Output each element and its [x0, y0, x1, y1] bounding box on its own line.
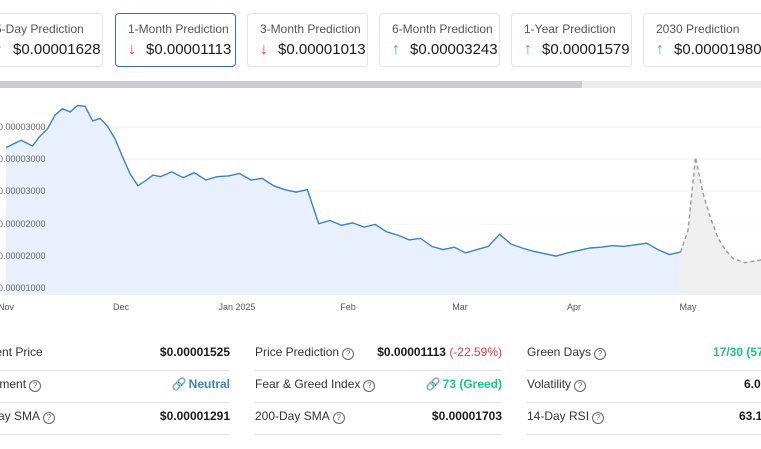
prediction-card-label: 2030 Prediction — [656, 22, 740, 36]
y-tick-label: $0.00002000 — [0, 251, 46, 261]
stat-change: (-22.59%) — [449, 345, 502, 359]
stat-label: Current Price — [0, 345, 43, 359]
x-tick-label: Nov — [0, 302, 14, 312]
y-tick-label: $0.00002000 — [0, 219, 46, 229]
stat-green-days: Green Days? 17/30 (57%) — [527, 339, 761, 371]
price-chart: $0.00003000 $0.00003000 $0.00003000 $0.0000… — [0, 104, 761, 312]
arrow-up-icon: ↑ — [0, 41, 9, 59]
x-axis-ticks: Nov Dec Jan 2025 Feb Mar Apr May — [0, 302, 697, 312]
prediction-card-2030[interactable]: 2030 Prediction ↑ $0.00001980 — [643, 13, 761, 67]
y-tick-label: $0.00003000 — [0, 154, 46, 164]
stat-fear-greed: Fear & Greed Index? 🔗 73 (Greed) — [255, 371, 502, 403]
stat-label: 14-Day RSI — [527, 409, 590, 423]
stat-value: 17/30 (57%) — [713, 345, 761, 359]
stat-value: 73 (Greed) — [442, 377, 502, 391]
link-icon: 🔗 — [425, 377, 441, 391]
prediction-card-value: $0.00001980 — [674, 41, 761, 58]
stat-label: Sentiment — [0, 377, 27, 391]
stat-value: $0.00001113 — [377, 345, 446, 359]
x-tick-label: Mar — [452, 302, 468, 312]
prediction-area — [680, 157, 761, 295]
stats-panel: Current Price $0.00001525 Sentiment? 🔗Ne… — [0, 339, 761, 439]
link-icon: 🔗 — [171, 377, 187, 391]
help-icon[interactable]: ? — [342, 348, 355, 360]
prediction-card-label: 6-Month Prediction — [392, 22, 493, 36]
prediction-card-value: $0.00001579 — [542, 41, 630, 58]
prediction-cards: 5-Day Prediction ↑$0.00001628 1-Month Pr… — [0, 13, 761, 69]
stat-label: Volatility — [527, 377, 572, 391]
stat-label: 200-Day SMA — [255, 409, 330, 423]
help-icon[interactable]: ? — [574, 380, 587, 392]
stat-value: $0.00001525 — [159, 345, 230, 359]
x-tick-label: Apr — [567, 302, 581, 312]
stat-sentiment: Sentiment? 🔗Neutral — [0, 371, 230, 403]
arrow-up-icon: ↑ — [392, 41, 400, 58]
help-icon[interactable]: ? — [592, 412, 605, 424]
y-axis-ticks: $0.00003000 $0.00003000 $0.00003000 $0.0000… — [0, 122, 46, 293]
prediction-card-value: $0.00001628 — [13, 41, 101, 58]
x-tick-label: Jan 2025 — [218, 302, 255, 312]
help-icon[interactable]: ? — [43, 412, 56, 424]
stat-50-day-sma: 50-Day SMA? $0.00001291 — [0, 403, 230, 435]
prediction-card-1-month[interactable]: 1-Month Prediction ↓ $0.00001113 — [115, 13, 236, 67]
stat-value: Neutral — [188, 377, 230, 391]
prediction-card-value: $0.00001013 — [278, 41, 366, 58]
prediction-card-label: 3-Month Prediction — [260, 22, 361, 36]
stat-value: $0.00001291 — [159, 409, 230, 423]
cards-scrollbar[interactable] — [0, 81, 761, 88]
arrow-down-icon: ↓ — [260, 41, 268, 58]
stat-price-prediction: Price Prediction? $0.00001113 (-22.59%) — [255, 339, 502, 371]
prediction-card-5-day[interactable]: 5-Day Prediction ↑$0.00001628 — [0, 13, 103, 67]
y-tick-label: $0.00001000 — [0, 283, 46, 293]
stat-200-day-sma: 200-Day SMA? $0.00001703 — [255, 403, 502, 435]
prediction-card-6-month[interactable]: 6-Month Prediction ↑ $0.00003243 — [379, 13, 500, 67]
historical-price-line — [5, 104, 681, 257]
x-tick-label: Dec — [113, 302, 130, 312]
prediction-card-label: 5-Day Prediction — [0, 22, 84, 36]
stat-label: 50-Day SMA — [0, 409, 41, 423]
stat-label: Price Prediction — [255, 345, 340, 359]
arrow-down-icon: ↓ — [128, 41, 136, 58]
stat-label: Fear & Greed Index — [255, 377, 361, 391]
help-icon[interactable]: ? — [594, 348, 607, 360]
stat-volatility: Volatility? 6.09% — [527, 371, 761, 403]
stat-14-day-rsi: 14-Day RSI? 63.10 — [527, 403, 761, 435]
prediction-card-3-month[interactable]: 3-Month Prediction ↓ $0.00001013 — [247, 13, 368, 67]
help-icon[interactable]: ? — [363, 380, 376, 392]
x-tick-label: Feb — [340, 302, 356, 312]
help-icon[interactable]: ? — [332, 412, 345, 424]
arrow-up-icon: ↑ — [524, 41, 532, 58]
stat-current-price: Current Price $0.00001525 — [0, 339, 230, 371]
x-tick-label: May — [679, 302, 697, 312]
historical-area — [6, 105, 681, 295]
scrollbar-thumb[interactable] — [0, 81, 582, 88]
arrow-up-icon: ↑ — [656, 41, 664, 58]
stat-label: Green Days — [527, 345, 592, 359]
prediction-card-label: 1-Month Prediction — [128, 22, 229, 36]
help-icon[interactable]: ? — [29, 380, 42, 392]
stat-value: $0.00001703 — [431, 409, 502, 423]
stat-value: 6.09% — [744, 377, 761, 391]
y-tick-label: $0.00003000 — [0, 122, 46, 132]
prediction-card-label: 1-Year Prediction — [524, 22, 616, 36]
stat-value: 63.10 — [739, 409, 761, 423]
y-tick-label: $0.00003000 — [0, 186, 46, 196]
prediction-card-1-year[interactable]: 1-Year Prediction ↑ $0.00001579 — [511, 13, 632, 67]
prediction-card-value: $0.00003243 — [410, 41, 498, 58]
prediction-card-value: $0.00001113 — [146, 41, 232, 58]
